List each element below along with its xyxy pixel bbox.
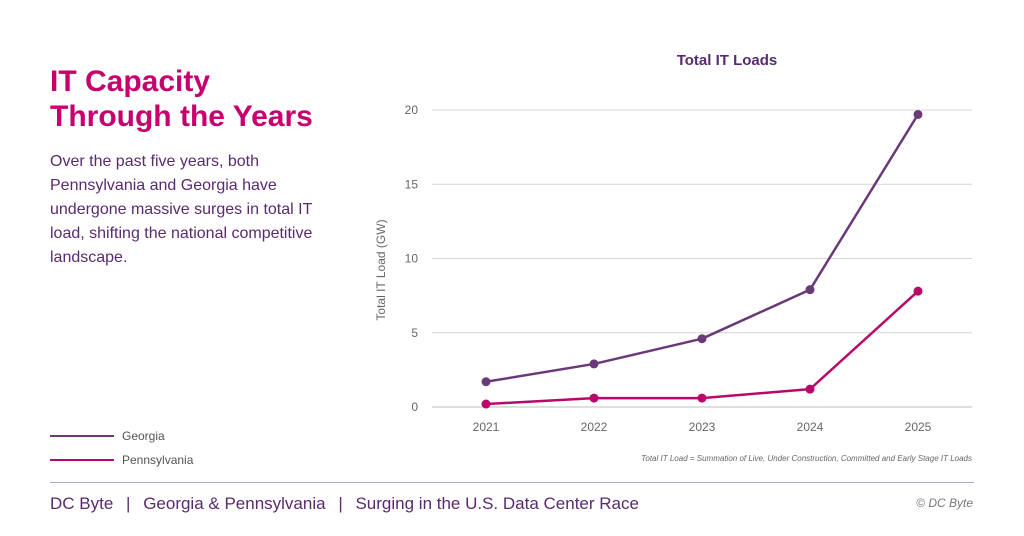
grid-lines — [432, 109, 972, 408]
x-tick-label: 2022 — [581, 420, 608, 434]
y-axis-label: Total IT Load (GW) — [374, 219, 388, 320]
copyright-text: © DC Byte — [916, 496, 973, 510]
data-point-pennsylvania — [805, 384, 815, 394]
footer-separator: | — [338, 494, 343, 513]
legend-item-pennsylvania: Pennsylvania — [50, 448, 193, 472]
data-point-georgia — [913, 109, 923, 119]
y-tick-label: 20 — [405, 103, 419, 117]
footer-subject: Georgia & Pennsylvania — [143, 494, 326, 513]
y-tick-label: 15 — [405, 177, 419, 191]
y-tick-label: 10 — [405, 252, 419, 266]
y-tick-label: 0 — [411, 400, 418, 414]
footer-brand: DC Byte — [50, 494, 114, 513]
page-headline: IT Capacity Through the Years — [50, 64, 350, 134]
legend-swatch-georgia — [50, 435, 114, 437]
legend-label-pennsylvania: Pennsylvania — [122, 453, 194, 467]
data-point-georgia — [481, 377, 491, 387]
footer-separator: | — [126, 494, 131, 513]
x-tick-label: 2023 — [689, 420, 716, 434]
series-line-pennsylvania — [485, 290, 919, 406]
chart-footnote: Total IT Load = Summation of Live, Under… — [641, 454, 972, 463]
y-tick-label: 5 — [411, 326, 418, 340]
headline-line-1: IT Capacity — [50, 65, 211, 98]
data-point-pennsylvania — [913, 286, 923, 296]
x-tick-label: 2025 — [905, 420, 932, 434]
chart-title: Total IT Loads — [677, 52, 778, 69]
intro-paragraph: Over the past five years, both Pennsylva… — [50, 153, 313, 266]
line-chart: 0 5 10 15 20 2021 2022 2023 2024 2025 Total IT L… — [374, 52, 972, 463]
data-point-georgia — [805, 285, 815, 295]
headline-line-2: Through the Years — [50, 100, 313, 133]
series-lines — [481, 109, 923, 409]
footer-divider — [50, 482, 974, 483]
data-point-georgia — [589, 359, 599, 369]
data-point-pennsylvania — [481, 399, 491, 409]
data-point-georgia — [697, 334, 707, 344]
legend-item-georgia: Georgia — [50, 424, 193, 448]
y-axis-ticks: 0 5 10 15 20 — [405, 103, 419, 414]
x-axis-ticks: 2021 2022 2023 2024 2025 — [473, 420, 932, 434]
x-tick-label: 2024 — [797, 420, 824, 434]
legend-swatch-pennsylvania — [50, 459, 114, 461]
footer-headline: Surging in the U.S. Data Center Race — [355, 494, 639, 513]
chart-legend: Georgia Pennsylvania — [50, 424, 193, 472]
data-point-pennsylvania — [589, 393, 599, 403]
footer-bar: DC Byte | Georgia & Pennsylvania | Surgi… — [50, 494, 639, 514]
x-tick-label: 2021 — [473, 420, 500, 434]
data-point-pennsylvania — [697, 393, 707, 403]
legend-label-georgia: Georgia — [122, 429, 165, 443]
